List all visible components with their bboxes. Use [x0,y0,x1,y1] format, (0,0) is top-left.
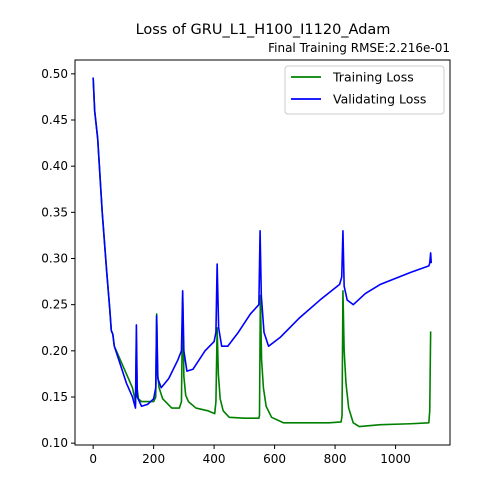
plot-lines [92,77,433,428]
x-tick-label: 800 [324,452,347,466]
y-tick-label: 0.25 [41,298,68,312]
x-axis: 0 200 400 600 800 1000 [89,445,411,466]
chart-title: Loss of GRU_L1_H100_I1120_Adam [136,22,391,38]
y-tick-label: 0.15 [41,390,68,404]
y-tick-label: 0.50 [41,67,68,81]
x-tick-label: 1000 [380,452,411,466]
legend-label-validating: Validating Loss [333,92,426,107]
training-loss-line [92,77,432,428]
y-tick-label: 0.20 [41,344,68,358]
validating-loss-line [92,77,433,409]
x-tick-label: 600 [263,452,286,466]
chart-subtitle: Final Training RMSE:2.216e-01 [268,41,450,55]
y-tick-label: 0.40 [41,159,68,173]
legend: Training Loss Validating Loss [284,65,445,115]
y-tick-label: 0.35 [41,205,68,219]
legend-box [284,65,445,115]
x-tick-label: 200 [142,452,165,466]
x-tick-label: 0 [89,452,97,466]
plot-frame [74,59,451,446]
y-axis: 0.10 0.15 0.20 0.25 0.30 0.35 0.40 0.45 0.50 [41,67,75,450]
legend-label-training: Training Loss [332,70,414,85]
y-tick-label: 0.45 [41,113,68,127]
y-tick-label: 0.10 [41,436,68,450]
x-tick-label: 400 [203,452,226,466]
y-tick-label: 0.30 [41,252,68,266]
